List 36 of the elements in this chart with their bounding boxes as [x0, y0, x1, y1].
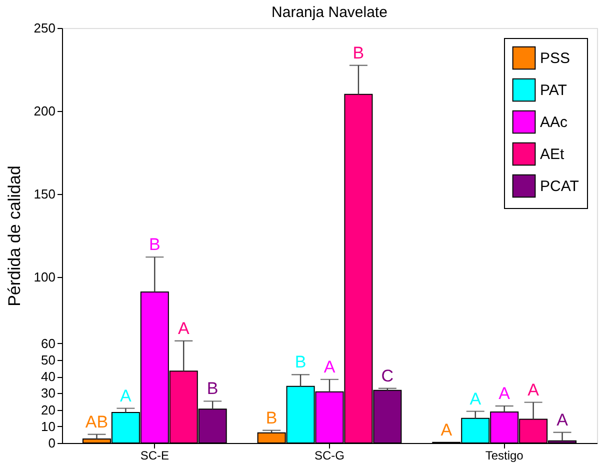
data-label: B [352, 43, 364, 62]
y-tick-label: 250 [34, 20, 56, 36]
x-tick-label: SC-G [314, 448, 344, 462]
legend-label: PSS [540, 50, 570, 67]
y-tick-label: 200 [34, 104, 56, 118]
data-label: A [498, 384, 511, 403]
legend-label: PCAT [540, 178, 579, 195]
data-label: A [556, 410, 569, 430]
y-tick-label: 20 [41, 402, 56, 418]
data-label: B [294, 352, 306, 372]
data-label: AB [85, 412, 108, 432]
y-tick-label: 30 [41, 386, 56, 401]
x-tick-label: SC-E [140, 448, 169, 462]
y-tick-label: 60 [41, 336, 56, 351]
y-axis-title: Pérdida de calidad [4, 166, 24, 306]
y-tick-label: 150 [34, 186, 56, 202]
data-label: A [440, 420, 453, 440]
data-label: A [324, 357, 336, 376]
y-tick-label: 50 [41, 352, 56, 368]
data-label: A [528, 380, 540, 400]
data-label: A [470, 389, 482, 408]
y-tick-label: 100 [34, 270, 56, 284]
legend-label: AAc [540, 114, 568, 131]
y-tick-label: 10 [41, 418, 56, 434]
chart-title: Naranja Navelate [272, 4, 388, 21]
y-tick-label: 0 [48, 436, 56, 450]
data-label: B [266, 408, 278, 428]
data-label: A [178, 318, 190, 338]
data-label: B [148, 235, 160, 254]
data-label: C [381, 366, 394, 386]
data-label: A [120, 386, 132, 406]
legend-label: PAT [540, 82, 567, 99]
x-tick-label: Testigo [485, 448, 524, 462]
legend-label: AEt [540, 146, 566, 163]
y-tick-label: 40 [41, 369, 56, 384]
data-label: B [206, 379, 218, 398]
